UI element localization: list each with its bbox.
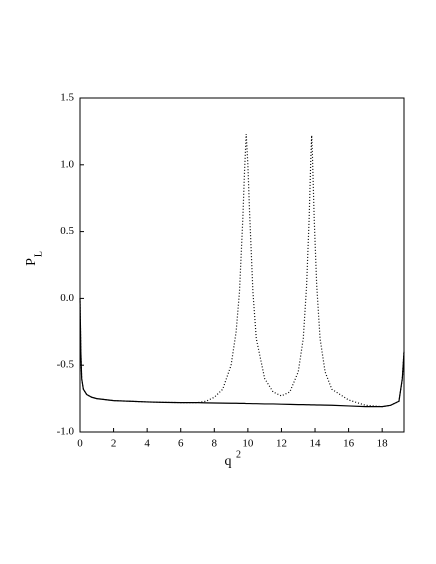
y-axis-label: P [24,258,39,266]
x-tick-label: 16 [343,438,355,450]
y-tick-label: 0.5 [60,225,74,237]
x-tick-label: 6 [178,438,184,450]
y-tick-label: -1.0 [57,426,75,438]
x-tick-label: 12 [276,438,287,450]
x-axis-label: q [225,454,232,469]
y-tick-label: 1.0 [60,158,74,170]
x-tick-label: 2 [111,438,117,450]
x-tick-label: 14 [310,438,322,450]
series-line [79,134,405,408]
x-axis-label-sup: 2 [236,449,241,460]
plot-frame [79,97,405,433]
y-tick-label: 0.0 [60,292,74,304]
x-tick-label: 8 [212,438,218,450]
x-tick-label: 0 [77,438,83,450]
x-tick-label: 10 [242,438,254,450]
x-tick-label: 4 [144,438,150,450]
y-axis-label-sub: L [33,251,44,257]
series-line [79,298,405,408]
y-tick-label: -0.5 [57,359,75,371]
x-tick-label: 18 [377,438,389,450]
y-tick-label: 1.5 [60,92,74,104]
